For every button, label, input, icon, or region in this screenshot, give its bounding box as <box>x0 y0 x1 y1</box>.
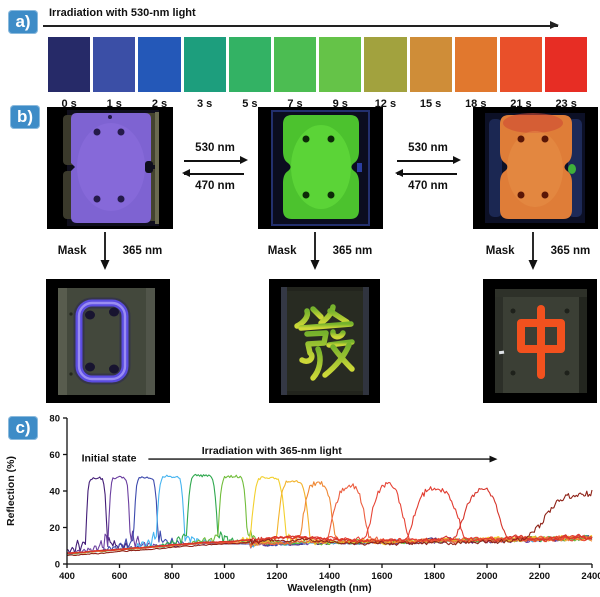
color-chip <box>364 37 407 92</box>
photo-green-film <box>258 107 383 229</box>
axes <box>63 417 593 568</box>
uv-wavelength-label: 365 nm <box>332 245 373 257</box>
time-swatch: 15 s <box>409 37 452 110</box>
photo-pattern-zhong <box>483 279 597 403</box>
svg-text:1400: 1400 <box>319 571 340 582</box>
arrow-right-icon <box>397 156 461 165</box>
mask-step-3: Mask 365 nm <box>463 231 600 271</box>
character-zhong-strokes <box>517 305 565 379</box>
spectrum-curve <box>66 489 593 557</box>
svg-text:2000: 2000 <box>476 571 497 582</box>
svg-text:80: 80 <box>49 414 60 425</box>
arrow-left-icon <box>182 169 246 178</box>
time-swatch: 5 s <box>228 37 271 110</box>
arrow-left-icon <box>395 169 459 178</box>
time-swatch: 12 s <box>364 37 407 110</box>
arrow-down-icon <box>528 232 538 270</box>
orange-sample-shape <box>500 115 572 219</box>
x-axis-label: Wavelength (nm) <box>287 582 371 594</box>
panel-a-label: a) <box>8 10 38 34</box>
panel-c-label: c) <box>8 416 38 440</box>
irradiation-arrow-icon <box>148 455 498 463</box>
panel-b-label: b) <box>10 105 40 129</box>
svg-text:600: 600 <box>112 571 128 582</box>
mask-step-2: Mask 365 nm <box>245 231 395 271</box>
color-chip <box>499 37 543 92</box>
svg-text:0: 0 <box>55 560 60 571</box>
mask-label: Mask <box>57 245 87 257</box>
backward-wavelength-label: 470 nm <box>195 180 235 192</box>
time-swatch: 0 s <box>48 37 91 110</box>
uv-wavelength-label: 365 nm <box>122 245 163 257</box>
panel-a-title: Irradiation with 530-nm light <box>49 7 196 19</box>
initial-state-annotation: Initial state <box>82 453 137 465</box>
time-label: 5 s <box>242 98 258 110</box>
svg-text:2400: 2400 <box>581 571 600 582</box>
time-label: 15 s <box>419 98 442 110</box>
arrow-down-icon <box>310 232 320 270</box>
color-chip <box>409 37 452 92</box>
svg-text:20: 20 <box>49 523 60 534</box>
time-arrow-icon <box>43 21 559 29</box>
time-label: 3 s <box>197 98 213 110</box>
svg-text:1000: 1000 <box>214 571 235 582</box>
time-swatch: 21 s <box>499 37 543 110</box>
time-swatch: 23 s <box>545 37 588 110</box>
uv-wavelength-label: 365 nm <box>550 245 591 257</box>
time-swatch: 1 s <box>93 37 136 110</box>
photo-pattern-fa <box>269 279 380 403</box>
mask-step-1: Mask 365 nm <box>35 231 185 271</box>
spectra-curves <box>66 473 593 557</box>
backward-wavelength-label: 470 nm <box>408 180 448 192</box>
photo-purple-film <box>47 107 173 229</box>
irradiation-annotation: Irradiation with 365-nm light <box>202 445 343 457</box>
color-chip <box>545 37 588 92</box>
forward-wavelength-label: 530 nm <box>408 142 448 154</box>
color-chip <box>228 37 271 92</box>
svg-text:60: 60 <box>49 450 60 461</box>
time-swatch: 7 s <box>273 37 317 110</box>
color-chip <box>138 37 181 92</box>
time-swatch: 3 s <box>183 37 226 110</box>
time-swatch: 18 s <box>454 37 497 110</box>
switching-arrows-1: 530 nm 470 nm <box>180 142 250 192</box>
time-swatch: 2 s <box>138 37 181 110</box>
svg-text:1600: 1600 <box>371 571 392 582</box>
character-fa-strokes <box>294 304 355 381</box>
color-chip <box>93 37 136 92</box>
color-chip <box>48 37 91 92</box>
mask-label: Mask <box>267 245 297 257</box>
spectra-chart: 400 600 800 1000 1200 1400 1600 1800 2000 2200 240… <box>5 414 600 595</box>
color-chip <box>319 37 362 92</box>
color-chip <box>273 37 317 92</box>
y-axis-label: Reflection (%) <box>5 456 17 526</box>
photo-pattern-outline <box>46 279 170 403</box>
color-chip <box>454 37 497 92</box>
svg-text:40: 40 <box>49 487 60 498</box>
arrow-right-icon <box>184 156 248 165</box>
time-swatch: 9 s <box>319 37 362 110</box>
svg-text:400: 400 <box>59 571 75 582</box>
spectrum-curve <box>66 487 593 554</box>
color-chip <box>183 37 226 92</box>
svg-text:1800: 1800 <box>424 571 445 582</box>
svg-text:2200: 2200 <box>529 571 550 582</box>
switching-arrows-2: 530 nm 470 nm <box>393 142 463 192</box>
photo-orange-film <box>473 107 598 229</box>
svg-text:800: 800 <box>164 571 180 582</box>
forward-wavelength-label: 530 nm <box>195 142 235 154</box>
arrow-down-icon <box>100 232 110 270</box>
svg-text:1200: 1200 <box>266 571 287 582</box>
mask-label: Mask <box>485 245 515 257</box>
